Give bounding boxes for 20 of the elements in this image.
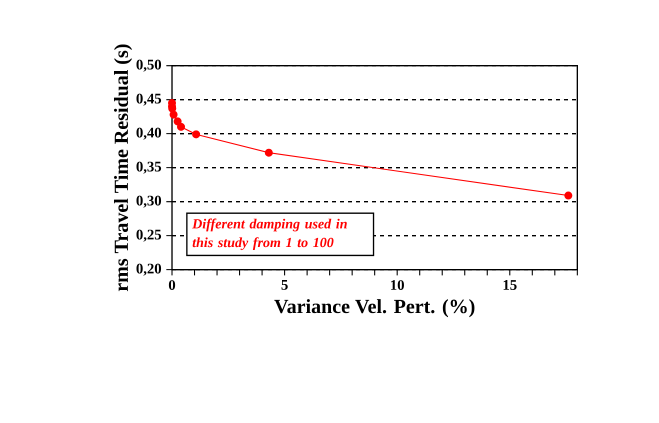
point <box>264 148 273 157</box>
y-tick-label: 0,40 <box>136 128 162 140</box>
point <box>174 117 182 126</box>
point <box>170 110 178 119</box>
point <box>192 130 200 138</box>
y-axis-title: rms Travel Time Residual (s) <box>114 44 132 292</box>
x-tick-label: 10 <box>391 280 404 290</box>
x-tick-label: 15 <box>504 280 517 290</box>
x-tick-label: 5 <box>282 280 288 290</box>
point <box>177 122 186 131</box>
y-tick-label: 0,20 <box>136 264 162 276</box>
y-tick-label: 0,45 <box>136 94 162 106</box>
x-axis-title: Variance Vel. Pert. (%) <box>274 299 474 318</box>
annotation: Different damping used in this study from 1 to 100 <box>192 218 347 250</box>
y-tick-label: 0,50 <box>136 60 162 72</box>
x-tick-label: 0 <box>168 280 176 290</box>
y-tick-label: 0,25 <box>136 230 162 242</box>
point <box>564 192 572 200</box>
y-tick-label: 0,35 <box>136 162 162 174</box>
y-tick-label: 0,30 <box>136 196 162 208</box>
